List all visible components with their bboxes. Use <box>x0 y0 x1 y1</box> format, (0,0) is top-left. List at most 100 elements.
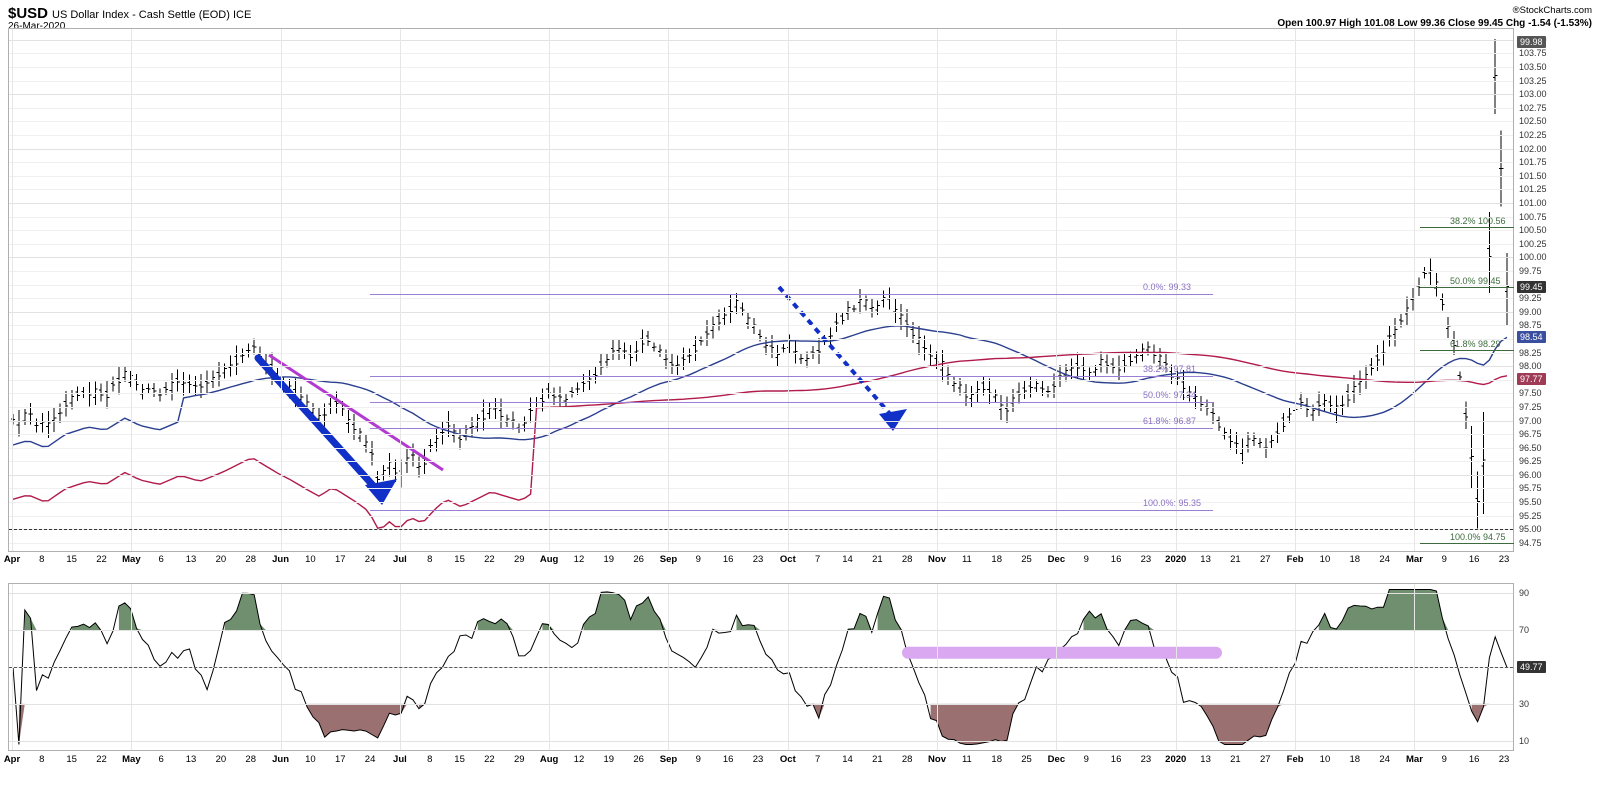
rsi-x-tick: Feb <box>1286 754 1304 765</box>
rsi-x-tick: Oct <box>779 754 796 765</box>
price-x-tick: Mar <box>1406 554 1423 565</box>
price-gridline <box>9 461 1513 463</box>
rsi-gridline <box>9 740 1513 742</box>
price-y-tick: 102.50 <box>1519 116 1547 127</box>
rsi-x-tick: 9 <box>1083 754 1089 765</box>
vertical-gridline <box>787 29 789 551</box>
price-x-tick: 8 <box>427 554 433 565</box>
price-y-tick: 101.25 <box>1519 184 1547 195</box>
price-x-tick: 22 <box>484 554 495 565</box>
price-x-tick: Nov <box>928 554 947 565</box>
vertical-gridline <box>1414 29 1416 551</box>
price-x-tick: 19 <box>603 554 615 565</box>
rsi-x-tick: 24 <box>364 754 376 765</box>
price-x-tick: 14 <box>842 554 853 565</box>
rsi-x-tick: 13 <box>185 754 197 765</box>
price-x-tick: Jun <box>272 554 289 565</box>
rsi-x-tick: 13 <box>1200 754 1211 765</box>
rsi-x-tick: 8 <box>39 754 45 765</box>
price-gridline <box>9 542 1513 544</box>
price-gridline <box>9 311 1513 313</box>
price-gridline <box>9 352 1513 354</box>
rsi-x-tick: 28 <box>245 754 257 765</box>
price-x-tick: Sep <box>659 554 678 565</box>
rsi-gridline <box>9 703 1513 705</box>
rsi-x-tick: 8 <box>427 754 433 765</box>
price-gridline <box>9 94 1513 96</box>
price-x-tick: 23 <box>1140 554 1152 565</box>
rsi-y-tick: 30 <box>1519 698 1530 709</box>
price-x-tick: 25 <box>1021 554 1032 565</box>
rsi-gridline <box>9 593 1513 595</box>
price-x-tick: 11 <box>961 554 972 565</box>
ma50-value-tag: 98.54 <box>1517 330 1546 343</box>
price-x-tick: 12 <box>573 554 585 565</box>
high-value-tag: 99.98 <box>1517 36 1546 49</box>
price-gridline <box>9 189 1513 191</box>
rsi-x-tick: 12 <box>573 754 585 765</box>
rsi-x-tick: 6 <box>158 754 164 765</box>
vertical-gridline <box>549 29 551 551</box>
price-x-tick: 16 <box>722 554 734 565</box>
price-gridline <box>9 366 1513 368</box>
price-x-tick: 16 <box>1468 554 1480 565</box>
price-x-tick: 17 <box>334 554 346 565</box>
price-y-tick: 97.25 <box>1519 401 1542 412</box>
price-x-tick: Feb <box>1286 554 1304 565</box>
price-gridline <box>9 67 1513 69</box>
rsi-x-tick: Sep <box>659 754 678 765</box>
rsi-x-tick: 16 <box>722 754 734 765</box>
price-y-tick: 97.00 <box>1519 415 1542 426</box>
price-y-tick: 96.75 <box>1519 429 1542 440</box>
price-gridline <box>9 162 1513 164</box>
rsi-x-tick: 11 <box>961 754 972 765</box>
rsi-chart-panel[interactable] <box>8 583 1514 751</box>
price-gridline <box>9 175 1513 177</box>
price-y-tick: 95.50 <box>1519 497 1542 508</box>
rsi-x-tick: 28 <box>901 754 913 765</box>
rsi-x-tick: May <box>122 754 141 765</box>
price-y-tick: 101.00 <box>1519 198 1547 208</box>
price-y-tick: 99.25 <box>1519 293 1542 304</box>
price-gridline <box>9 243 1513 245</box>
price-y-tick: 102.25 <box>1519 130 1547 141</box>
price-x-tick: Apr <box>3 554 21 565</box>
price-x-tick: 26 <box>633 554 644 565</box>
rsi-x-tick: 20 <box>215 754 227 765</box>
rsi-x-tick: 21 <box>1230 754 1241 765</box>
quote-summary: Open 100.97 High 101.08 Low 99.36 Close … <box>1277 18 1592 29</box>
rsi-y-tick: 50 <box>1519 662 1530 672</box>
brand-text: StockCharts.com <box>1519 5 1592 16</box>
rsi-x-tick: 14 <box>842 754 853 765</box>
rsi-x-tick: 15 <box>66 754 77 765</box>
price-x-tick: 6 <box>158 554 164 565</box>
quote-date: 26-Mar-2020 <box>8 21 66 32</box>
vertical-gridline <box>668 29 670 551</box>
vertical-gridline <box>131 29 133 551</box>
price-gridline <box>9 216 1513 218</box>
price-x-tick: 22 <box>96 554 107 565</box>
price-x-tick: 13 <box>1200 554 1211 565</box>
vertical-gridline <box>937 29 939 551</box>
price-y-tick: 101.75 <box>1519 157 1547 168</box>
price-gridline <box>9 203 1513 204</box>
rsi-x-tick: 18 <box>1349 754 1361 765</box>
rsi-y-tick: 90 <box>1519 588 1530 599</box>
price-y-tick: 95.00 <box>1519 524 1542 535</box>
price-y-tick: 98.00 <box>1519 361 1542 372</box>
rsi-x-tick: 19 <box>603 754 615 765</box>
price-x-tick: Aug <box>539 554 559 565</box>
rsi-x-tick: 17 <box>334 754 346 765</box>
rsi-x-tick: Jul <box>393 754 407 765</box>
rsi-value-tag: 49.77 <box>1517 661 1546 674</box>
registered-icon: ® <box>1512 5 1520 16</box>
ma200-value-tag: 97.77 <box>1517 372 1546 385</box>
price-gridline <box>9 107 1513 109</box>
price-gridline <box>9 406 1513 408</box>
price-x-tick: 23 <box>752 554 764 565</box>
rsi-x-tick: 10 <box>305 754 316 765</box>
price-gridline <box>9 80 1513 82</box>
price-chart-panel[interactable] <box>8 28 1514 552</box>
price-y-tick: 104.00 <box>1519 34 1547 45</box>
